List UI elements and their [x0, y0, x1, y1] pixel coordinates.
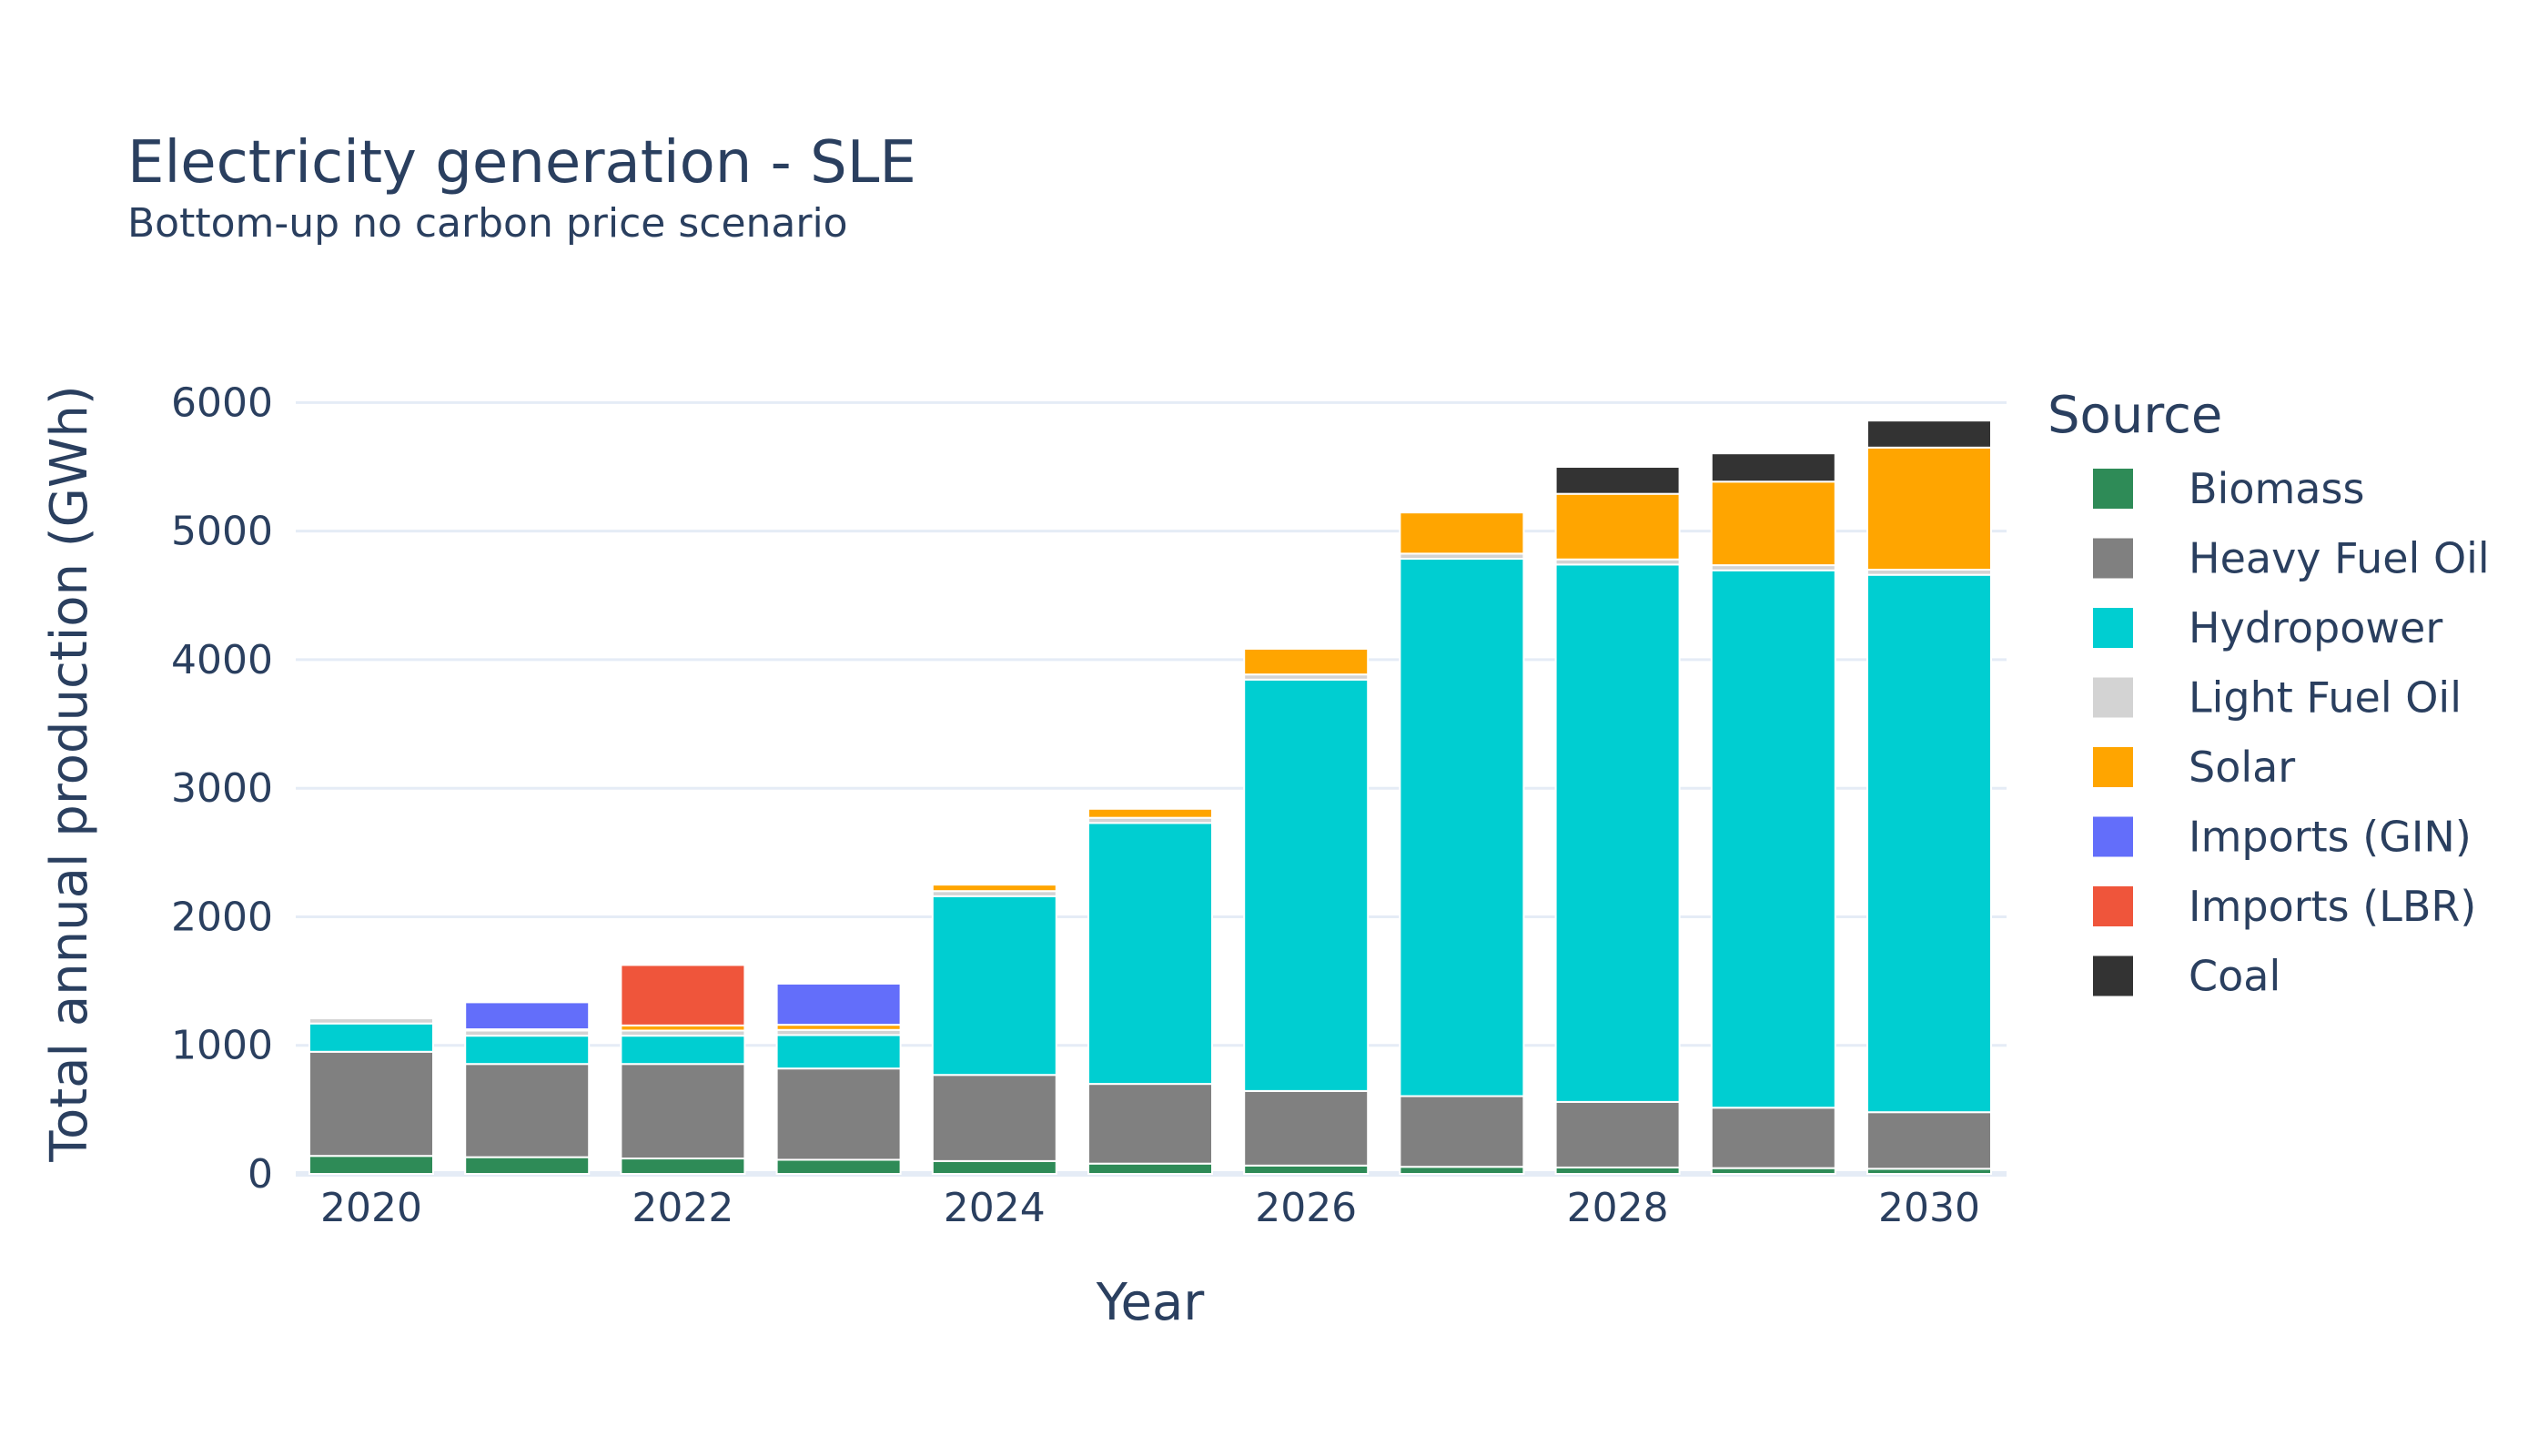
bar-biomass-2020	[308, 1155, 434, 1175]
bar-heavy-fuel-oil-2025	[1087, 1083, 1213, 1165]
x-axis-title: Year	[1096, 1273, 1206, 1332]
legend-swatch	[2093, 677, 2133, 718]
bar-biomass-2021	[464, 1156, 591, 1175]
bar-hydropower-2024	[931, 895, 1057, 1077]
bar-biomass-2023	[775, 1158, 902, 1176]
bar-imports-lbr-2022	[620, 964, 746, 1026]
bar-solar-2027	[1399, 511, 1525, 555]
x-tick-label: 2020	[320, 1185, 422, 1231]
bar-biomass-2026	[1243, 1164, 1370, 1176]
x-tick-label: 2024	[944, 1185, 1046, 1231]
bar-solar-2025	[1087, 807, 1213, 819]
bar-hydropower-2030	[1866, 573, 1992, 1114]
bar-biomass-2022	[620, 1158, 746, 1175]
bar-solar-2028	[1554, 492, 1681, 561]
y-tick-label: 4000	[171, 637, 273, 683]
legend-swatch	[2093, 816, 2133, 857]
bar-heavy-fuel-oil-2030	[1866, 1111, 1992, 1170]
bar-solar-2026	[1243, 647, 1370, 676]
legend-swatch	[2093, 538, 2133, 579]
y-tick-label: 5000	[171, 509, 273, 555]
bar-biomass-2024	[931, 1159, 1057, 1176]
legend-label: Heavy Fuel Oil	[2189, 534, 2490, 583]
bar-hydropower-2021	[464, 1035, 591, 1066]
x-tick-label: 2028	[1567, 1185, 1669, 1231]
bar-imports-gin-2023	[775, 982, 902, 1026]
y-tick-label: 0	[248, 1151, 273, 1198]
x-tick-label: 2022	[632, 1185, 733, 1231]
legend-swatch	[2093, 886, 2133, 926]
bar-coal-2030	[1866, 420, 1992, 449]
legend-label: Hydropower	[2189, 603, 2442, 652]
legend-items: Biomass Heavy Fuel Oil Hydropower Light Fue…	[2093, 464, 2490, 1001]
y-tick-label: 6000	[171, 379, 273, 426]
bar-coal-2029	[1710, 452, 1836, 483]
bars	[308, 420, 1992, 1176]
bar-hydropower-2028	[1554, 563, 1681, 1103]
bar-coal-2028	[1554, 466, 1681, 495]
bar-heavy-fuel-oil-2026	[1243, 1089, 1370, 1167]
bar-biomass-2027	[1399, 1166, 1525, 1175]
bar-solar-2024	[931, 884, 1057, 893]
bar-heavy-fuel-oil-2027	[1399, 1095, 1525, 1168]
legend: Source Biomass Heavy Fuel Oil Hydropower Li…	[2048, 386, 2490, 1001]
y-tick-label: 3000	[171, 765, 273, 812]
legend-label: Imports (GIN)	[2189, 813, 2472, 862]
legend-label: Coal	[2189, 952, 2280, 1001]
legend-title: Source	[2048, 386, 2222, 445]
y-axis-title: Total annual production (GWh)	[40, 385, 99, 1163]
legend-label: Light Fuel Oil	[2189, 673, 2462, 723]
x-tick-labels: 2020 2022 2024 2026 2028 2030	[320, 1185, 1980, 1231]
bar-heavy-fuel-oil-2021	[464, 1063, 591, 1158]
bar-solar-2029	[1710, 480, 1836, 567]
x-tick-label: 2026	[1255, 1185, 1357, 1231]
legend-swatch	[2093, 469, 2133, 509]
bar-hydropower-2027	[1399, 558, 1525, 1097]
bar-biomass-2028	[1554, 1166, 1681, 1176]
legend-label: Imports (LBR)	[2189, 882, 2476, 931]
bar-heavy-fuel-oil-2020	[308, 1050, 434, 1158]
bar-hydropower-2023	[775, 1034, 902, 1070]
bar-hydropower-2020	[308, 1022, 434, 1053]
bar-heavy-fuel-oil-2023	[775, 1067, 902, 1161]
legend-swatch	[2093, 956, 2133, 996]
x-tick-label: 2030	[1878, 1185, 1980, 1231]
bar-light-fuel-oil-2020	[308, 1017, 434, 1025]
y-tick-label: 1000	[171, 1023, 273, 1069]
y-tick-label: 2000	[171, 894, 273, 940]
legend-swatch	[2093, 747, 2133, 787]
bar-heavy-fuel-oil-2029	[1710, 1107, 1836, 1169]
bar-heavy-fuel-oil-2028	[1554, 1100, 1681, 1168]
legend-label: Biomass	[2189, 464, 2364, 513]
legend-label: Solar	[2189, 743, 2295, 792]
bar-imports-gin-2021	[464, 1001, 591, 1031]
bar-hydropower-2029	[1710, 569, 1836, 1109]
chart-subtitle: Bottom-up no carbon price scenario	[127, 200, 848, 247]
bar-hydropower-2025	[1087, 822, 1213, 1086]
bar-hydropower-2022	[620, 1035, 746, 1066]
y-tick-labels: 0 1000 2000 3000 4000 5000 6000	[171, 379, 273, 1198]
bar-solar-2030	[1866, 446, 1992, 571]
bar-hydropower-2026	[1243, 678, 1370, 1092]
bar-heavy-fuel-oil-2022	[620, 1063, 746, 1160]
chart-title: Electricity generation - SLE	[127, 129, 916, 197]
legend-swatch	[2093, 608, 2133, 648]
bar-biomass-2025	[1087, 1162, 1213, 1175]
bar-heavy-fuel-oil-2024	[931, 1074, 1057, 1162]
